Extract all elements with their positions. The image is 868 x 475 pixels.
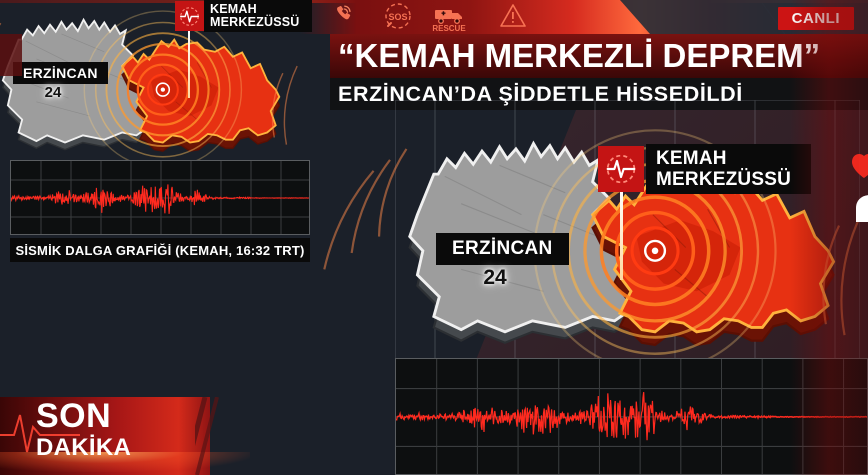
svg-text:RESCUE: RESCUE (432, 24, 466, 33)
svg-text:SOS: SOS (388, 12, 407, 22)
